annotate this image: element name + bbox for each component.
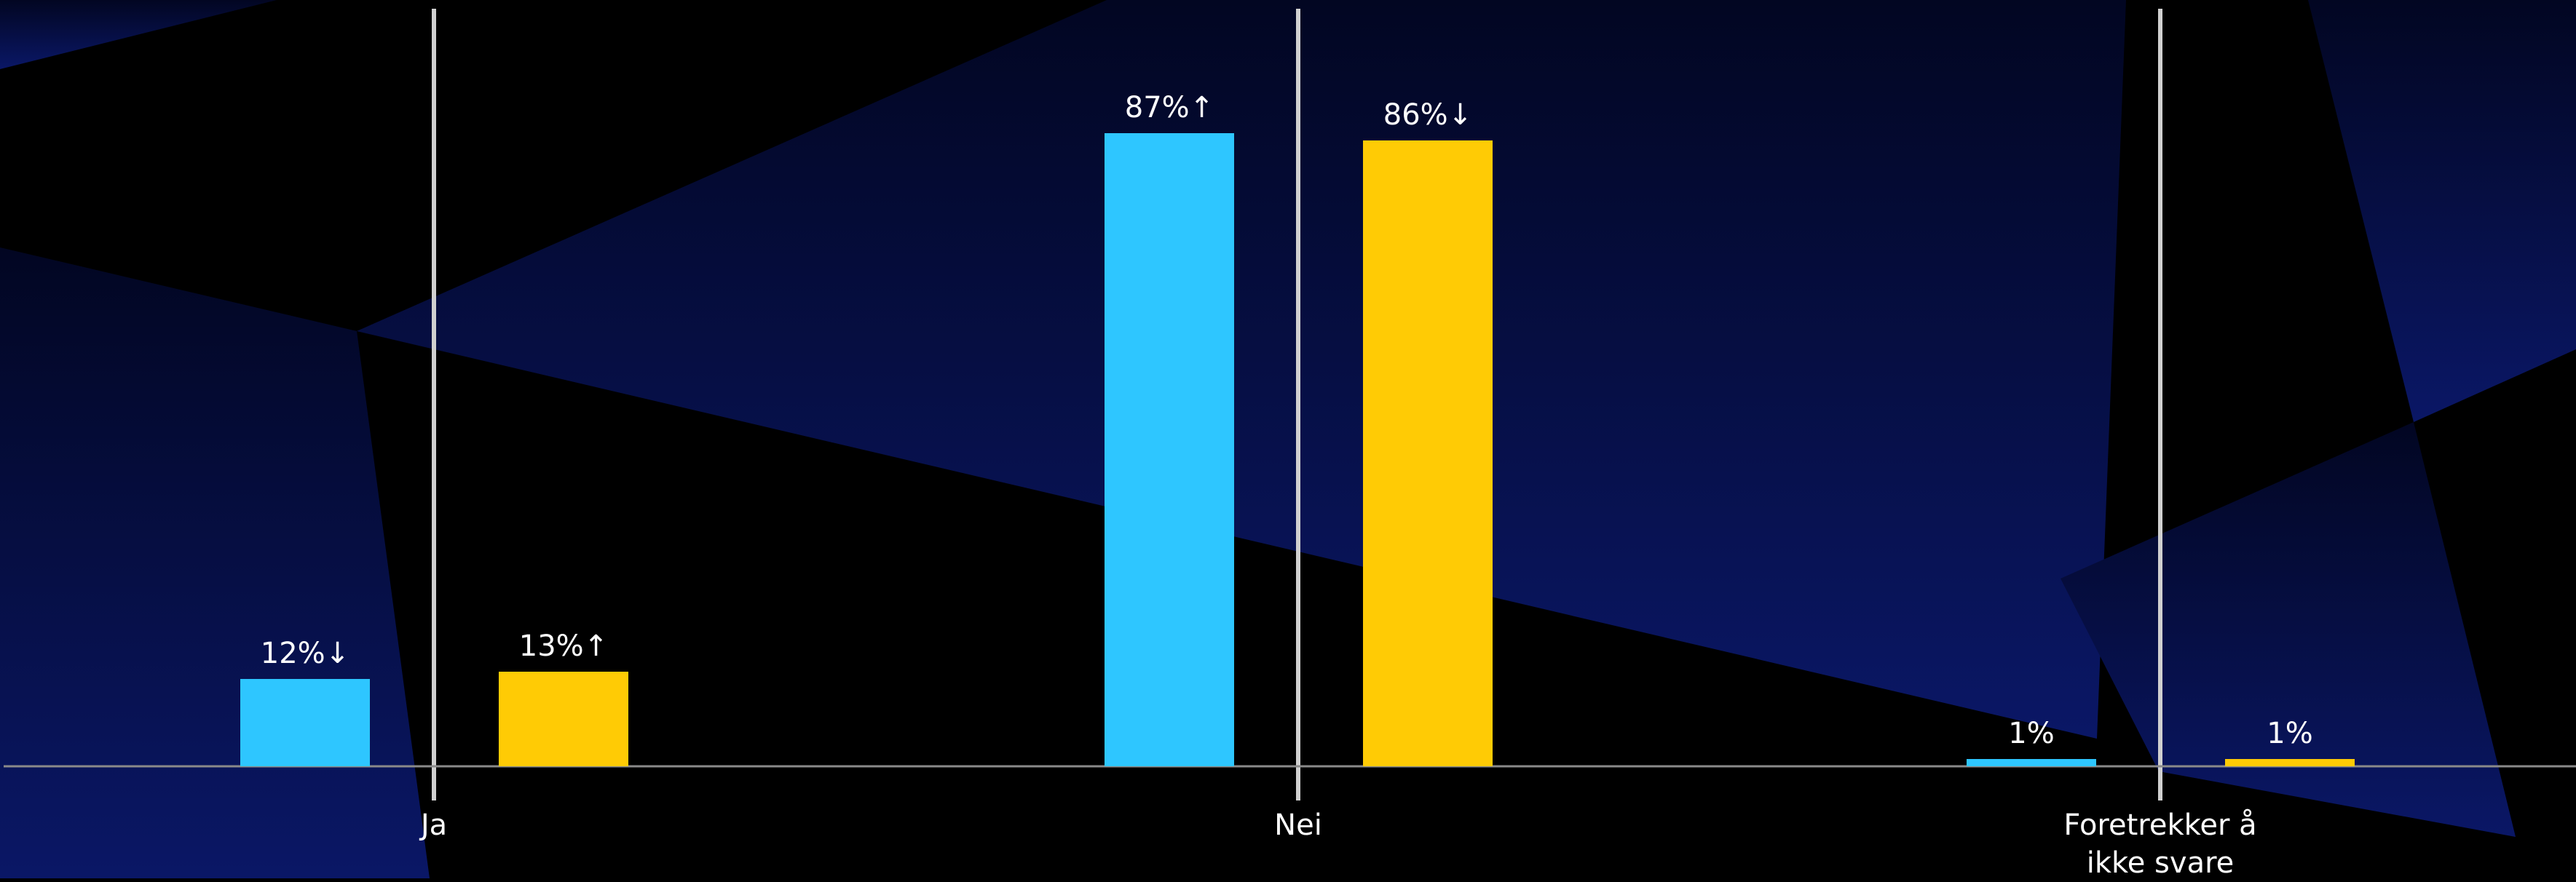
bar-series-2-3 bbox=[2225, 759, 2355, 766]
bars-group bbox=[240, 133, 2355, 766]
bar-series-2-2 bbox=[1363, 140, 1493, 766]
data-label: 1% bbox=[2267, 717, 2312, 750]
category-labels-group: Ja Nei Foretrekker å ikke svare bbox=[419, 808, 2257, 880]
data-label: 13%↑ bbox=[519, 629, 608, 663]
decor-shape bbox=[2308, 0, 2576, 422]
category-label: ikke svare bbox=[2087, 846, 2235, 878]
data-labels-group: 12%↓ 13%↑ 87%↑ 86%↓ 1% 1% bbox=[261, 91, 2313, 750]
decor-shape bbox=[0, 247, 430, 878]
decor-triangle bbox=[0, 0, 277, 69]
data-label: 86%↓ bbox=[1383, 98, 1472, 132]
bar-series-1-1 bbox=[240, 679, 370, 766]
category-label: Nei bbox=[1274, 808, 1322, 842]
category-label: Ja bbox=[419, 808, 447, 842]
bar-series-1-3 bbox=[1967, 759, 2096, 766]
bar-series-1-2 bbox=[1105, 133, 1234, 766]
data-label: 87%↑ bbox=[1125, 91, 1214, 124]
category-label: Foretrekker å bbox=[2063, 808, 2256, 842]
decor-shape bbox=[357, 0, 2126, 739]
category-dividers bbox=[432, 9, 2162, 800]
data-label: 12%↓ bbox=[261, 637, 349, 670]
decor-shape bbox=[2061, 422, 2516, 837]
data-label: 1% bbox=[2008, 717, 2054, 750]
bar-series-2-1 bbox=[499, 672, 628, 766]
